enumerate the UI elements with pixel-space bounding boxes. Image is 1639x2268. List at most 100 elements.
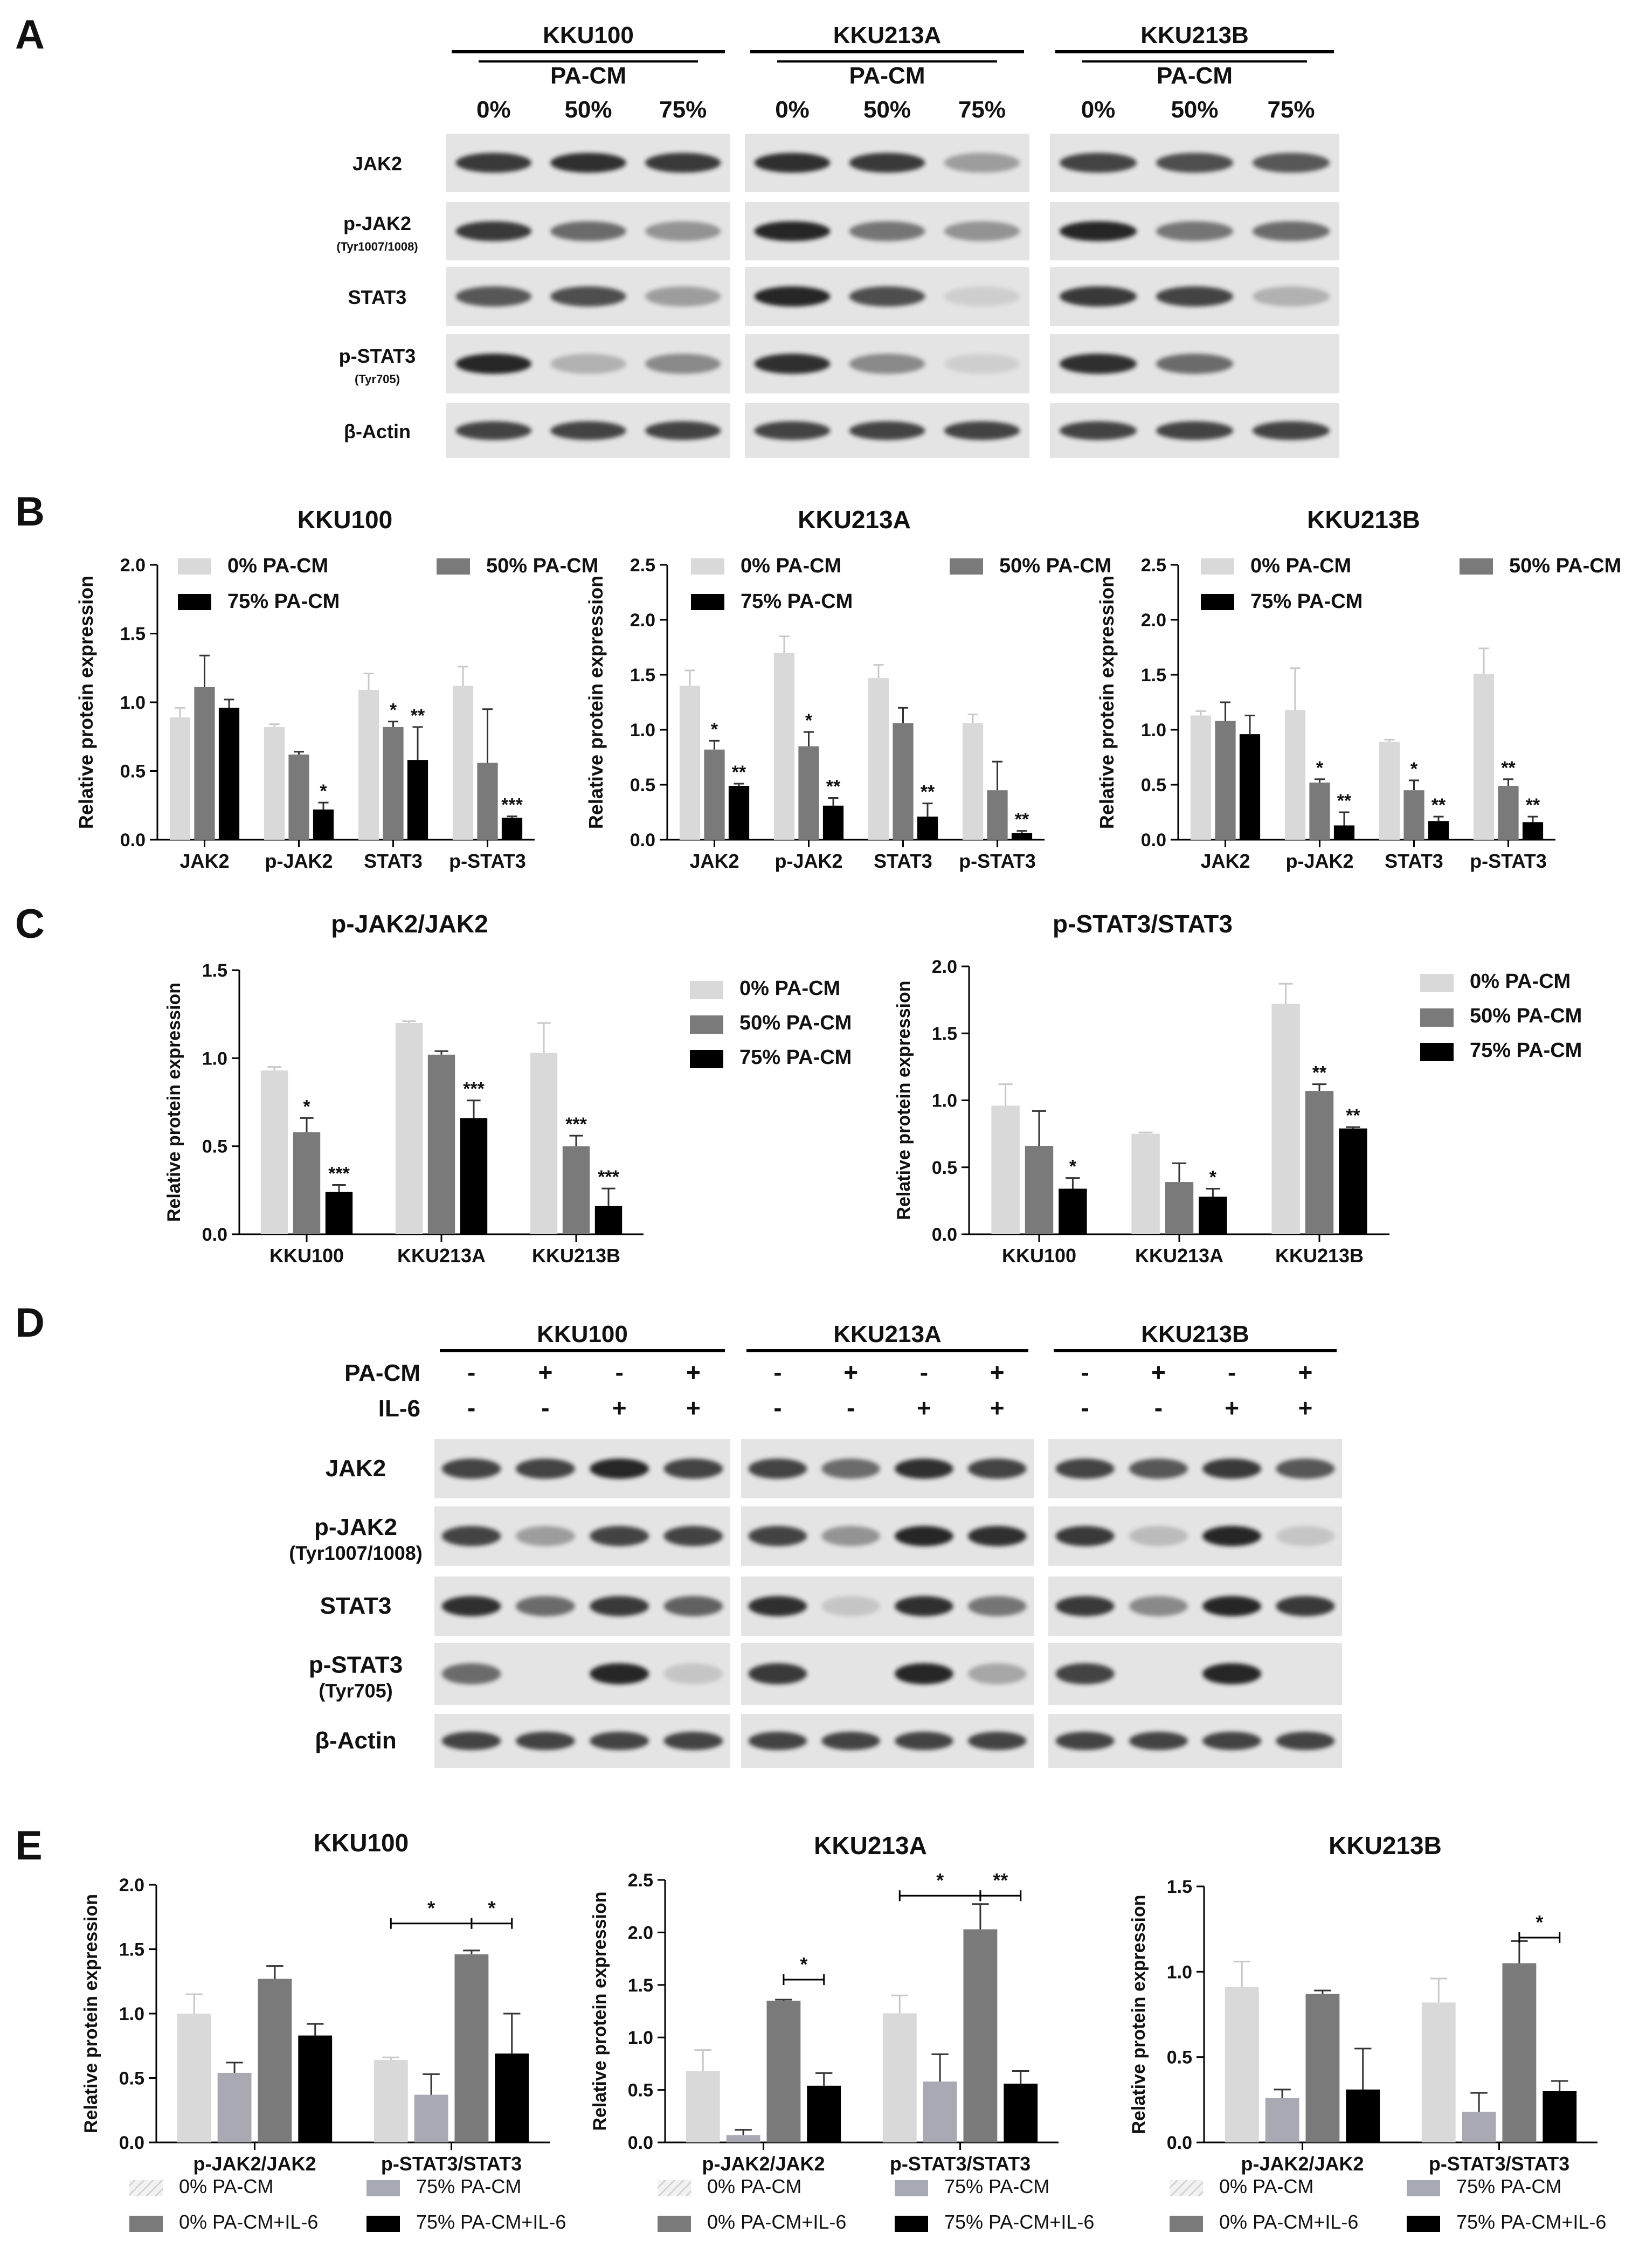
x-tick-label: KKU213B [532, 1244, 620, 1267]
protein-band [849, 354, 925, 374]
dose-label: 50% [564, 96, 612, 123]
chart-c2: p-STAT3/STAT3 Relative protein expression… [894, 910, 1582, 1267]
row-label-pacm: PA-CM [344, 1360, 420, 1386]
legend-label: 0% PA-CM [707, 2175, 801, 2197]
protein-label: β-Actin [344, 420, 411, 442]
bar [807, 2085, 841, 2142]
bracket-significance: ** [993, 1869, 1008, 1891]
bar [452, 686, 474, 840]
protein-label: p-JAK2 [343, 212, 411, 234]
bar [679, 686, 701, 840]
panel-letter-e: E [15, 1823, 43, 1869]
bar [704, 749, 725, 840]
legend-swatch [690, 981, 723, 999]
x-tick-label: p-STAT3 [449, 850, 526, 872]
protein-band [1252, 221, 1330, 241]
significance-mark: * [1209, 1167, 1217, 1188]
y-tick-label: 0.5 [628, 2080, 653, 2101]
pacm-sign: - [773, 1358, 782, 1386]
bar [477, 763, 498, 840]
significance-mark: * [1316, 758, 1324, 778]
bar [1403, 790, 1424, 840]
legend-label: 75% PA-CM [1470, 1039, 1582, 1062]
y-tick-label: 1.5 [202, 960, 227, 981]
legend-label: 75% PA-CM [739, 1046, 852, 1069]
significance-mark: *** [463, 1079, 485, 1100]
bar [169, 717, 191, 840]
y-axis-label: Relative protein expression [1096, 576, 1118, 829]
treatment-label: PA-CM [1157, 63, 1233, 89]
bracket-significance: * [488, 1897, 495, 1919]
protein-band [1059, 221, 1137, 241]
protein-band [1156, 421, 1234, 440]
cell-line-header: KKU213A [833, 22, 942, 49]
y-tick-label: 0.0 [630, 830, 655, 850]
legend-label: 75% PA-CM+IL-6 [944, 2211, 1094, 2233]
y-tick-label: 0.5 [119, 2069, 144, 2089]
il6-sign: - [847, 1394, 855, 1422]
bar [495, 2053, 529, 2142]
significance-mark: ** [921, 782, 935, 803]
bar [1346, 2089, 1380, 2142]
protein-band [1059, 354, 1137, 374]
cell-line-header: KKU213B [1140, 22, 1249, 49]
protein-band [1156, 354, 1234, 374]
il6-sign: - [467, 1394, 475, 1422]
protein-band [1202, 1596, 1262, 1616]
protein-band [748, 1526, 807, 1546]
y-axis-label: Relative protein expression [590, 1891, 610, 2131]
protein-band [663, 1458, 723, 1479]
protein-band [754, 153, 831, 173]
bar [414, 2094, 448, 2142]
protein-label: STAT3 [348, 286, 407, 308]
bar [962, 723, 984, 840]
y-tick-label: 0.0 [628, 2133, 653, 2153]
il6-sign: - [1154, 1394, 1163, 1422]
protein-band [455, 153, 532, 173]
y-axis-label: Relative protein expression [81, 1894, 101, 2133]
protein-band [1276, 1596, 1335, 1616]
bar [766, 2001, 801, 2142]
bar [313, 809, 334, 840]
protein-band [895, 1732, 953, 1750]
protein-band [849, 221, 925, 241]
protein-band [455, 221, 532, 241]
legend-label: 75% PA-CM [944, 2175, 1049, 2197]
protein-band [754, 421, 831, 440]
significance-mark: ** [1312, 1063, 1327, 1083]
bar [1199, 1197, 1227, 1234]
protein-band [455, 421, 532, 440]
protein-band [754, 221, 831, 241]
y-tick-label: 1.5 [119, 1940, 144, 1960]
protein-band [1202, 1732, 1262, 1750]
pacm-sign: + [686, 1358, 701, 1386]
bracket-significance: * [427, 1897, 435, 1919]
bar [374, 2060, 408, 2142]
protein-band [515, 1596, 575, 1616]
y-tick-label: 1.0 [630, 720, 655, 741]
bar [1473, 673, 1495, 840]
x-tick-label: p-STAT3 [959, 850, 1036, 872]
protein-band [645, 421, 721, 440]
x-tick-label: p-STAT3/STAT3 [890, 2153, 1031, 2175]
bar [686, 2071, 720, 2142]
protein-band [455, 286, 532, 307]
significance-mark: * [303, 1096, 310, 1117]
protein-band [1055, 1732, 1115, 1750]
x-tick-label: p-JAK2 [265, 850, 333, 872]
bar [868, 678, 889, 840]
legend-swatch [895, 2180, 928, 2196]
protein-band [663, 1596, 723, 1616]
legend-label: 75% PA-CM [1456, 2175, 1561, 2197]
legend-label: 0% PA-CM [1470, 970, 1571, 993]
protein-band [1276, 1732, 1335, 1750]
y-tick-label: 2.0 [628, 1923, 653, 1943]
protein-band [1055, 1458, 1115, 1479]
legend-label: 75% PA-CM [1250, 590, 1363, 613]
legend-label: 0% PA-CM+IL-6 [1219, 2211, 1358, 2233]
y-tick-label: 2.5 [630, 555, 655, 576]
y-tick-label: 1.0 [120, 693, 146, 713]
protein-band [1276, 1458, 1335, 1479]
chart-title: KKU213B [1307, 506, 1420, 534]
legend-swatch [895, 2216, 928, 2232]
